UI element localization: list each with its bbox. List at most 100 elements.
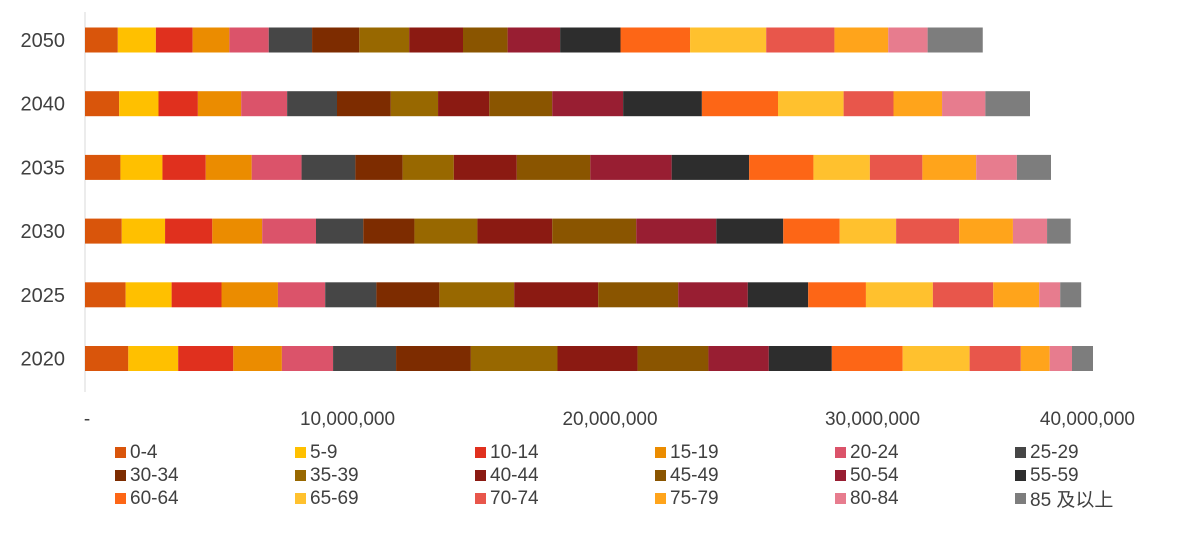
bar-segment-2050-25-29 [268, 27, 313, 53]
bar-segment-2030-85 及以上 [1047, 218, 1071, 244]
bar-segment-2030-30-34 [363, 218, 415, 244]
bar-segment-2025-10-14 [171, 282, 222, 308]
legend-label: 60-64 [130, 487, 179, 509]
legend-label: 40-44 [490, 464, 539, 486]
bar-segment-2030-20-24 [262, 218, 316, 244]
bar-segment-2035-30-34 [355, 154, 403, 180]
bar-segment-2025-50-54 [678, 282, 748, 308]
bar-segment-2050-15-19 [192, 27, 230, 53]
bar-segment-2035-10-14 [162, 154, 206, 180]
legend-label: 35-39 [310, 464, 359, 486]
bar-segment-2020-50-54 [708, 346, 769, 371]
y-tick-label: 2025 [21, 285, 66, 307]
bar-segment-2035-50-54 [590, 154, 672, 180]
bar-segment-2050-85 及以上 [927, 27, 983, 53]
bar-segment-2035-20-24 [251, 154, 302, 180]
bar-segment-2020-25-29 [333, 346, 397, 371]
bar-segment-2050-20-24 [229, 27, 269, 53]
bar-segment-2040-5-9 [119, 91, 159, 117]
bar-segment-2025-40-44 [514, 282, 599, 308]
bar-segment-2050-55-59 [560, 27, 621, 53]
bar-segment-2030-10-14 [165, 218, 213, 244]
bar-segment-2050-40-44 [409, 27, 463, 53]
bar-segment-2025-65-69 [865, 282, 933, 308]
legend-label: 10-14 [490, 441, 539, 463]
legend-swatch [835, 470, 846, 481]
bar-segment-2040-50-54 [552, 91, 624, 117]
x-tick-label: - [84, 409, 90, 430]
legend-label: 30-34 [130, 464, 179, 486]
legend-swatch [115, 493, 126, 504]
bar-segment-2020-20-24 [281, 346, 334, 371]
bar-segment-2040-80-84 [942, 91, 986, 117]
bar-segment-2050-80-84 [888, 27, 928, 53]
bar-segment-2030-0-4 [85, 218, 122, 244]
bar-segment-2050-65-69 [690, 27, 767, 53]
bar-segment-2025-25-29 [325, 282, 377, 308]
legend-item: 35-39 [295, 464, 475, 487]
legend-label: 55-59 [1030, 464, 1079, 486]
bar-segment-2040-10-14 [158, 91, 198, 117]
bar-segment-2050-60-64 [620, 27, 691, 53]
bar-segment-2025-5-9 [125, 282, 172, 308]
bar-segment-2030-40-44 [477, 218, 553, 244]
bar-segment-2050-10-14 [155, 27, 193, 53]
legend-swatch [1015, 447, 1026, 458]
bar-segment-2040-60-64 [701, 91, 778, 117]
legend-swatch [295, 470, 306, 481]
legend-swatch [475, 493, 486, 504]
legend-item: 75-79 [655, 487, 835, 510]
plot-area: 2050 2040 2035 2030 2025 2020 - 10,000,000 20,0… [21, 12, 1135, 430]
bar-segment-2050-0-4 [85, 27, 118, 53]
legend: 0-4 5-9 10-14 15-19 20-24 25-29 30-34 35-39 40-4… [115, 441, 1195, 511]
bar-segment-2020-60-64 [831, 346, 903, 371]
bar-segment-2040-45-49 [489, 91, 553, 117]
legend-item: 60-64 [115, 487, 295, 510]
bar-segment-2040-30-34 [337, 91, 391, 117]
legend-label: 45-49 [670, 464, 719, 486]
bar-segment-2030-5-9 [121, 218, 166, 244]
legend-swatch [475, 447, 486, 458]
legend-label: 5-9 [310, 441, 338, 463]
legend-item: 5-9 [295, 441, 475, 464]
bar-segment-2050-75-79 [834, 27, 889, 53]
legend-item: 85 及以上 [1015, 487, 1195, 511]
bar-segment-2025-45-49 [598, 282, 679, 308]
legend-item: 80-84 [835, 487, 1015, 510]
x-tick-label: 10,000,000 [300, 409, 395, 430]
legend-label: 50-54 [850, 464, 899, 486]
bar-segment-2020-10-14 [178, 346, 234, 371]
bar-segment-2030-75-79 [959, 218, 1013, 244]
bar-segment-2025-70-74 [932, 282, 994, 308]
legend-item: 30-34 [115, 464, 295, 487]
bar-segment-2035-0-4 [85, 154, 121, 180]
bar-segment-2035-35-39 [402, 154, 454, 180]
bar-segment-2025-80-84 [1039, 282, 1061, 308]
bar-segment-2040-40-44 [438, 91, 490, 117]
bar-segment-2020-45-49 [637, 346, 709, 371]
bar-segment-2020-40-44 [557, 346, 638, 371]
bar-segment-2035-40-44 [453, 154, 517, 180]
legend-swatch [475, 470, 486, 481]
bar-segment-2030-50-54 [636, 218, 717, 244]
bar-segment-2030-25-29 [316, 218, 364, 244]
bar-segment-2035-65-69 [813, 154, 870, 180]
bar-segment-2030-45-49 [552, 218, 637, 244]
bar-segment-2025-35-39 [439, 282, 515, 308]
y-tick-label: 2020 [21, 349, 66, 371]
bar-segment-2020-85 及以上 [1072, 346, 1093, 371]
bar-segment-2025-85 及以上 [1060, 282, 1082, 308]
legend-label: 65-69 [310, 487, 359, 509]
legend-label: 70-74 [490, 487, 539, 509]
legend-label: 20-24 [850, 441, 899, 463]
bar-segment-2035-55-59 [671, 154, 750, 180]
bar-segment-2030-65-69 [839, 218, 897, 244]
bar-segment-2020-65-69 [902, 346, 970, 371]
x-tick-label: 40,000,000 [1040, 409, 1135, 430]
legend-label: 85 及以上 [1030, 490, 1114, 511]
bar-segment-2025-75-79 [993, 282, 1040, 308]
bar-segment-2020-70-74 [969, 346, 1021, 371]
legend-swatch [115, 447, 126, 458]
bar-segment-2020-15-19 [233, 346, 282, 371]
bar-segment-2025-0-4 [85, 282, 126, 308]
